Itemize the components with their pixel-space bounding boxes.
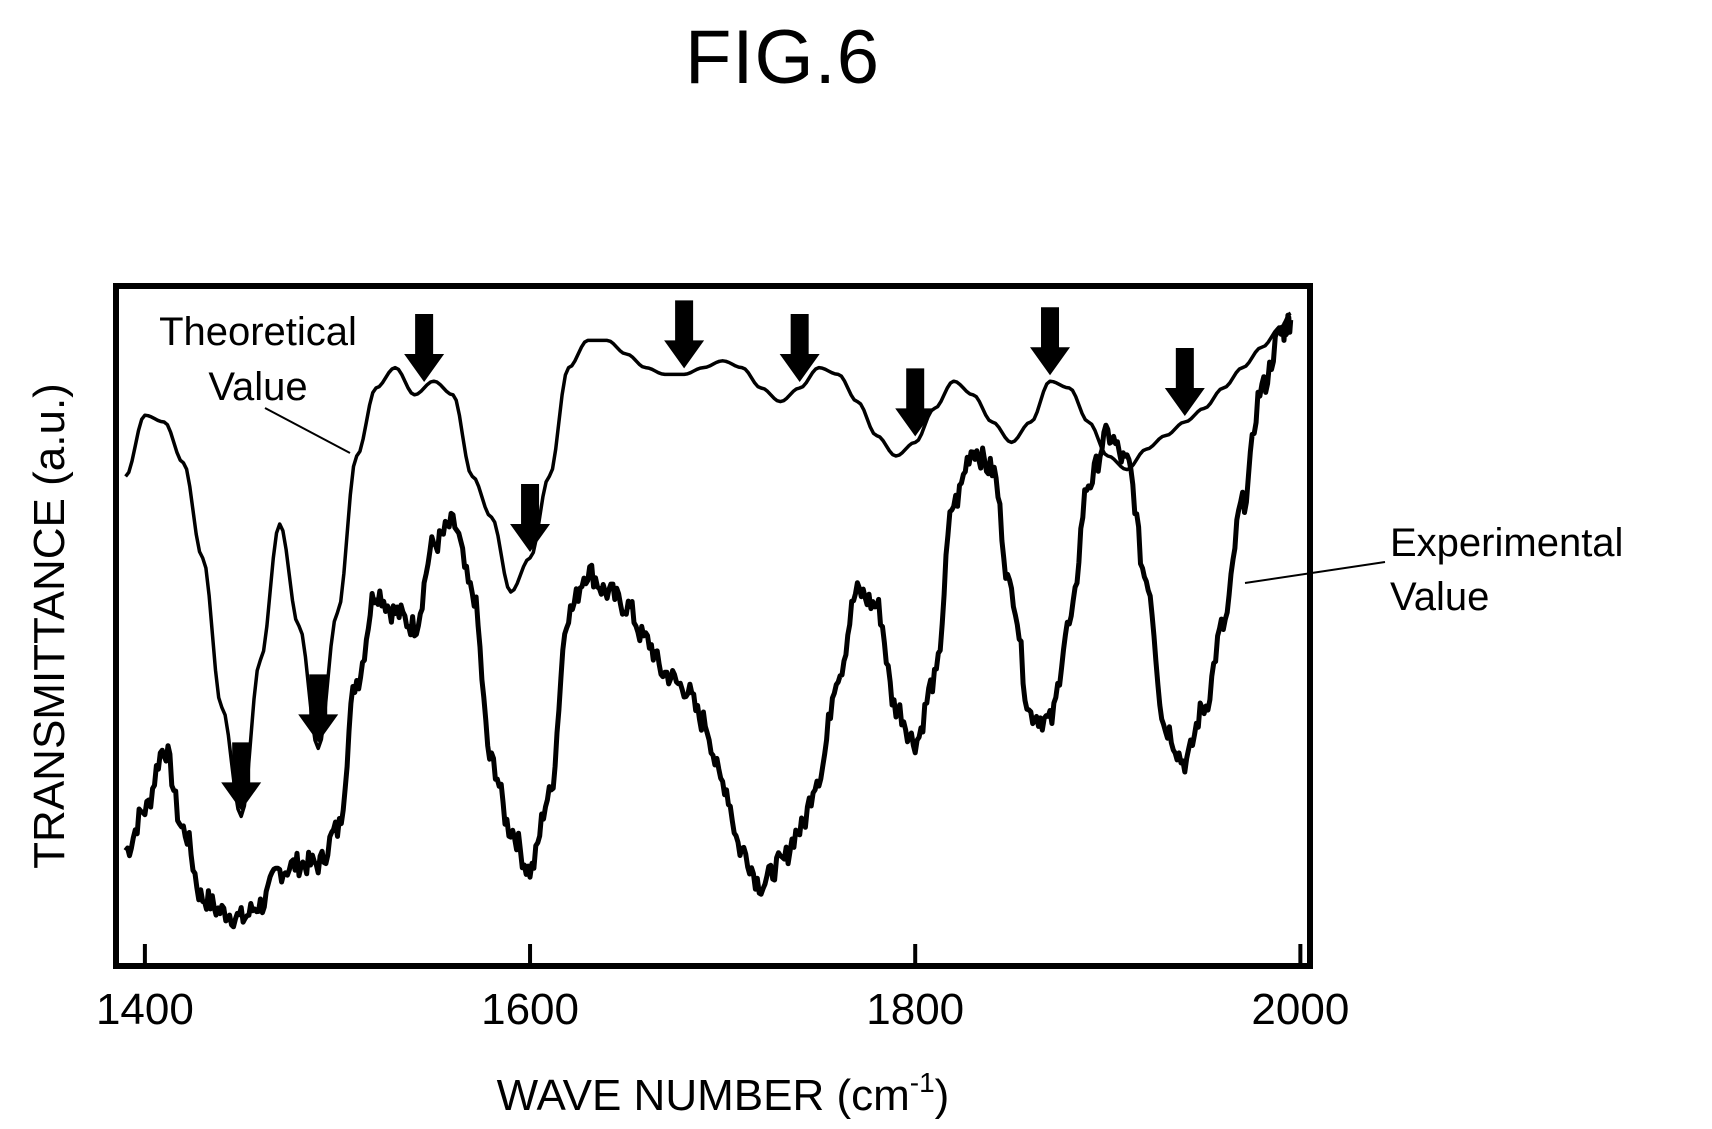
x-tick-label-2000: 2000 (1251, 985, 1349, 1034)
down-arrow-marker-1 (221, 742, 262, 811)
figure-title: FIG.6 (684, 15, 881, 100)
down-arrow-marker-6 (779, 314, 820, 382)
x-tick-label-1600: 1600 (481, 985, 579, 1034)
down-arrow-marker-9 (1164, 348, 1205, 416)
x-tick-label-1800: 1800 (866, 985, 964, 1034)
x-tick-label-1400: 1400 (96, 985, 194, 1034)
plot-frame (113, 283, 1313, 969)
down-arrow-marker-7 (895, 368, 936, 437)
annotation-experimental-line2: Value (1390, 575, 1489, 619)
series-experimental-line (123, 312, 1294, 930)
down-arrow-marker-3 (404, 314, 445, 382)
down-arrow-marker-8 (1030, 307, 1071, 376)
annotation-experimental-leader (1244, 561, 1386, 584)
series-theoretical-line (124, 311, 1292, 819)
x-axis-label: WAVE NUMBER (cm-1) (497, 1067, 950, 1120)
down-arrow-marker-5 (664, 300, 705, 369)
annotation-experimental: Experimental Value (1244, 521, 1623, 619)
arrow-markers (221, 300, 1205, 811)
y-axis-label: TRANSMITTANCE (a.u.) (25, 383, 74, 869)
annotation-theoretical-leader (264, 407, 351, 454)
annotation-theoretical-line2: Value (208, 365, 307, 409)
annotation-experimental-line1: Experimental (1390, 521, 1623, 565)
series-layer (123, 311, 1294, 930)
down-arrow-marker-4 (510, 484, 551, 552)
x-tick-labels: 1400 1600 1800 2000 (96, 985, 1349, 1034)
annotation-theoretical: Theoretical Value (159, 310, 357, 454)
x-ticks (142, 944, 1303, 966)
down-arrow-marker-2 (298, 674, 339, 743)
annotation-theoretical-line1: Theoretical (159, 310, 357, 354)
